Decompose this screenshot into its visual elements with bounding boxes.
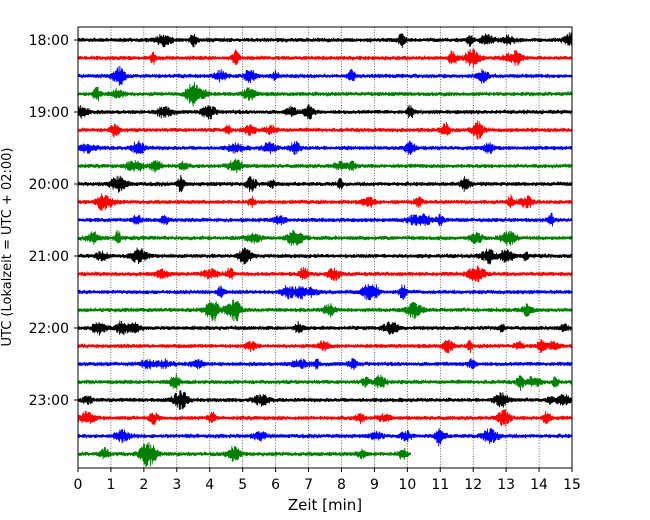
trace-1900 bbox=[77, 104, 573, 120]
y-axis-label: UTC (Lokalzeit = UTC + 02:00) bbox=[0, 148, 15, 347]
y-axis-ticks: 18:00 19:00 20:00 21:00 22:00 23:00 bbox=[29, 33, 78, 409]
trace-1800 bbox=[77, 32, 573, 48]
trace-group bbox=[77, 32, 573, 468]
x-axis-ticks: 0 1 2 3 4 5 6 7 8 9 10 11 12 13 14 15 bbox=[74, 468, 581, 493]
plot-area bbox=[78, 27, 572, 468]
trace-1915 bbox=[77, 120, 573, 140]
trace-1830 bbox=[77, 65, 573, 86]
trace-2015 bbox=[77, 193, 573, 212]
trace-2115 bbox=[77, 265, 573, 283]
y-tick-label-1: 19:00 bbox=[29, 105, 69, 121]
trace-2230 bbox=[77, 358, 573, 371]
trace-2000 bbox=[77, 174, 573, 193]
x-tick-label-8: 8 bbox=[337, 477, 346, 493]
trace-2300 bbox=[77, 390, 573, 410]
y-tick-label-3: 21:00 bbox=[29, 249, 69, 265]
y-tick-label-5: 23:00 bbox=[29, 393, 69, 409]
trace-2330 bbox=[77, 428, 573, 447]
x-tick-label-12: 12 bbox=[464, 477, 482, 493]
trace-2130 bbox=[77, 283, 573, 301]
vertical-grid bbox=[110, 27, 540, 468]
x-tick-label-14: 14 bbox=[530, 477, 548, 493]
trace-1815 bbox=[77, 48, 573, 68]
trace-2315 bbox=[77, 409, 573, 427]
x-tick-label-6: 6 bbox=[271, 477, 280, 493]
x-axis-label: Zeit [min] bbox=[288, 496, 362, 514]
x-tick-label-5: 5 bbox=[238, 477, 247, 493]
x-tick-label-1: 1 bbox=[106, 477, 115, 493]
x-tick-label-9: 9 bbox=[370, 477, 379, 493]
trace-1845 bbox=[77, 81, 573, 107]
y-tick-label-4: 22:00 bbox=[29, 321, 69, 337]
x-tick-label-0: 0 bbox=[74, 477, 83, 493]
y-tick-label-0: 18:00 bbox=[29, 33, 69, 49]
trace-2200 bbox=[77, 320, 573, 336]
plot-frame bbox=[77, 26, 573, 469]
trace-2030 bbox=[77, 212, 573, 227]
y-tick-label-2: 20:00 bbox=[29, 177, 69, 193]
trace-2045 bbox=[77, 229, 573, 246]
x-tick-label-13: 13 bbox=[497, 477, 515, 493]
x-tick-label-15: 15 bbox=[563, 477, 581, 493]
trace-2345 bbox=[77, 442, 412, 468]
x-tick-label-3: 3 bbox=[172, 477, 181, 493]
trace-2100 bbox=[77, 247, 573, 265]
x-tick-label-11: 11 bbox=[431, 477, 449, 493]
trace-2245 bbox=[77, 373, 573, 391]
trace-1930 bbox=[77, 140, 573, 155]
x-tick-label-4: 4 bbox=[205, 477, 214, 493]
trace-1945 bbox=[77, 158, 573, 174]
trace-2145 bbox=[77, 299, 573, 322]
x-tick-label-2: 2 bbox=[139, 477, 148, 493]
trace-2215 bbox=[77, 339, 573, 354]
x-tick-label-7: 7 bbox=[304, 477, 313, 493]
x-tick-label-10: 10 bbox=[398, 477, 416, 493]
